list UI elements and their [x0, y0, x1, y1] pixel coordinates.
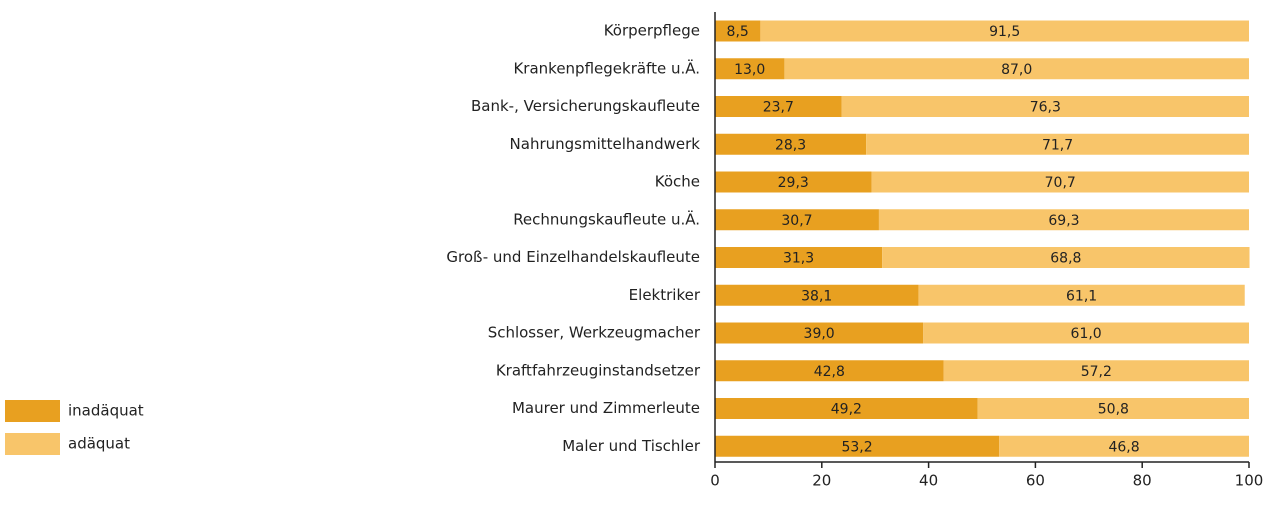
category-label: Rechnungskaufleute u.Ä.	[513, 209, 700, 228]
category-label: Maurer und Zimmerleute	[512, 399, 700, 417]
legend-label: inadäquat	[68, 402, 144, 420]
bar-segment	[715, 284, 919, 306]
value-label: 69,3	[1048, 213, 1079, 229]
value-label: 13,0	[734, 62, 765, 78]
category-label: Groß- und Einzelhandelskaufleute	[446, 248, 700, 266]
value-label: 91,5	[989, 24, 1020, 40]
value-label: 57,2	[1081, 364, 1112, 380]
legend-swatch	[5, 400, 60, 422]
bar-segment	[715, 209, 879, 231]
value-label: 71,7	[1042, 137, 1073, 153]
x-tick-label: 60	[1026, 472, 1045, 490]
value-label: 30,7	[781, 213, 812, 229]
value-label: 39,0	[804, 326, 835, 342]
value-label: 8,5	[727, 24, 749, 40]
value-label: 53,2	[841, 439, 872, 455]
x-tick-label: 40	[919, 472, 938, 490]
value-label: 68,8	[1050, 251, 1081, 267]
value-label: 61,0	[1071, 326, 1102, 342]
bar-segment	[866, 133, 1249, 155]
category-label: Schlosser, Werkzeugmacher	[488, 324, 701, 342]
x-tick-label: 100	[1235, 472, 1264, 490]
bar-segment	[715, 360, 944, 382]
value-label: 23,7	[763, 100, 794, 116]
bar-segment	[841, 96, 1249, 117]
bar-segment	[715, 322, 924, 344]
bar-segment	[784, 58, 1249, 80]
bar-segment	[918, 284, 1245, 306]
x-tick-label: 20	[812, 472, 831, 490]
bar-segment	[715, 20, 761, 42]
value-label: 42,8	[814, 364, 845, 380]
value-label: 70,7	[1045, 175, 1076, 191]
category-label: Bank-, Versicherungskaufleute	[471, 97, 700, 115]
bar-segment	[715, 133, 867, 155]
bar-segment	[715, 171, 872, 193]
x-tick-label: 0	[710, 472, 720, 490]
category-label: Köche	[655, 173, 700, 191]
bar-segment	[715, 58, 785, 80]
bar-segment	[715, 96, 842, 117]
category-label: Elektriker	[629, 286, 701, 304]
bar-segment	[878, 209, 1249, 231]
value-label: 29,3	[778, 175, 809, 191]
legend-label: adäquat	[68, 435, 130, 453]
bar-segment	[923, 322, 1249, 344]
bar-segment	[943, 360, 1249, 382]
value-label: 61,1	[1066, 288, 1097, 304]
category-label: Körperpflege	[604, 22, 700, 40]
value-label: 49,2	[831, 402, 862, 418]
category-label: Nahrungsmittelhandwerk	[510, 135, 701, 153]
value-label: 28,3	[775, 137, 806, 153]
bar-segment	[760, 20, 1249, 42]
bar-segment	[871, 171, 1249, 193]
bar-segment	[882, 247, 1250, 268]
category-label: Krankenpflegekräfte u.Ä.	[513, 58, 700, 77]
bar-segment	[999, 435, 1249, 457]
value-label: 46,8	[1108, 439, 1139, 455]
bar-segment	[977, 398, 1249, 419]
x-tick-label: 80	[1133, 472, 1152, 490]
value-label: 31,3	[783, 251, 814, 267]
bar-segment	[715, 435, 1000, 457]
value-label: 76,3	[1030, 100, 1061, 116]
value-label: 38,1	[801, 288, 832, 304]
category-label: Kraftfahrzeuginstandsetzer	[496, 361, 701, 379]
value-label: 50,8	[1098, 402, 1129, 418]
category-label: Maler und Tischler	[562, 437, 701, 455]
legend-swatch	[5, 433, 60, 455]
bar-segment	[715, 398, 978, 419]
bar-segment	[715, 247, 883, 268]
value-label: 87,0	[1001, 62, 1032, 78]
